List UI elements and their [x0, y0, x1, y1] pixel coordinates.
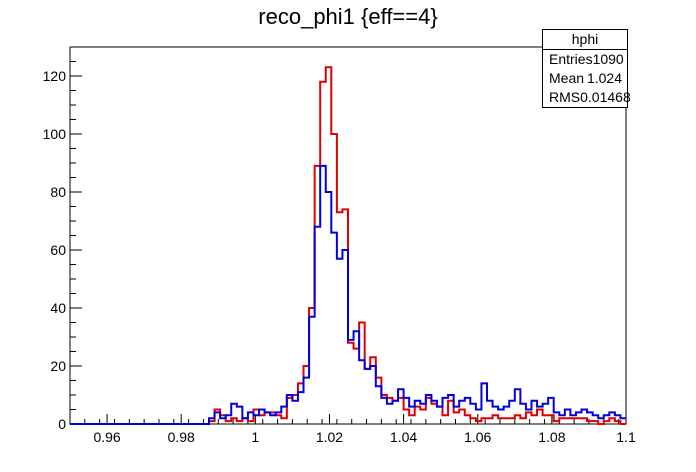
y-tick-label: 20	[50, 358, 66, 374]
stats-box-title: hphi	[543, 30, 627, 50]
y-tick-label: 0	[58, 416, 66, 432]
x-tick-label: 1.08	[538, 429, 565, 445]
stats-rms-label: RMS	[549, 89, 581, 105]
stats-entries-value: 1090	[592, 51, 624, 67]
x-tick-label: 0.96	[93, 429, 120, 445]
y-tick-label: 100	[43, 126, 67, 142]
histogram-series-1	[70, 66, 626, 425]
x-tick-label: 0.98	[168, 429, 195, 445]
x-tick-label: 1.04	[390, 429, 417, 445]
x-tick-label: 1.02	[316, 429, 343, 445]
series-group	[70, 66, 626, 425]
chart-title: reco_phi1 {eff==4}	[258, 4, 438, 29]
x-tick-label: 1.1	[616, 429, 636, 445]
y-tick-label: 40	[50, 300, 66, 316]
x-tick-label: 1	[251, 429, 259, 445]
y-tick-label: 60	[50, 242, 66, 258]
y-tick-label: 80	[50, 184, 66, 200]
x-tick-label: 1.06	[464, 429, 491, 445]
stats-row-mean: Mean 1.024	[543, 69, 627, 88]
stats-box: hphi Entries 1090 Mean 1.024 RMS 0.01468	[542, 29, 631, 108]
histogram-series-2	[70, 164, 626, 425]
stats-entries-label: Entries	[549, 51, 593, 67]
stats-mean-label: Mean	[549, 70, 585, 86]
stats-row-rms: RMS 0.01468	[543, 88, 631, 107]
y-tick-label: 120	[43, 68, 67, 84]
stats-rms-value: 0.01468	[580, 89, 631, 105]
stats-row-entries: Entries 1090	[543, 50, 627, 69]
stats-mean-value: 1.024	[586, 70, 622, 86]
axes-group: 0.96 0.98 1 1.02 1.04 1.06 1.08 1.1 0 20 40 60 80 100…	[43, 46, 636, 445]
